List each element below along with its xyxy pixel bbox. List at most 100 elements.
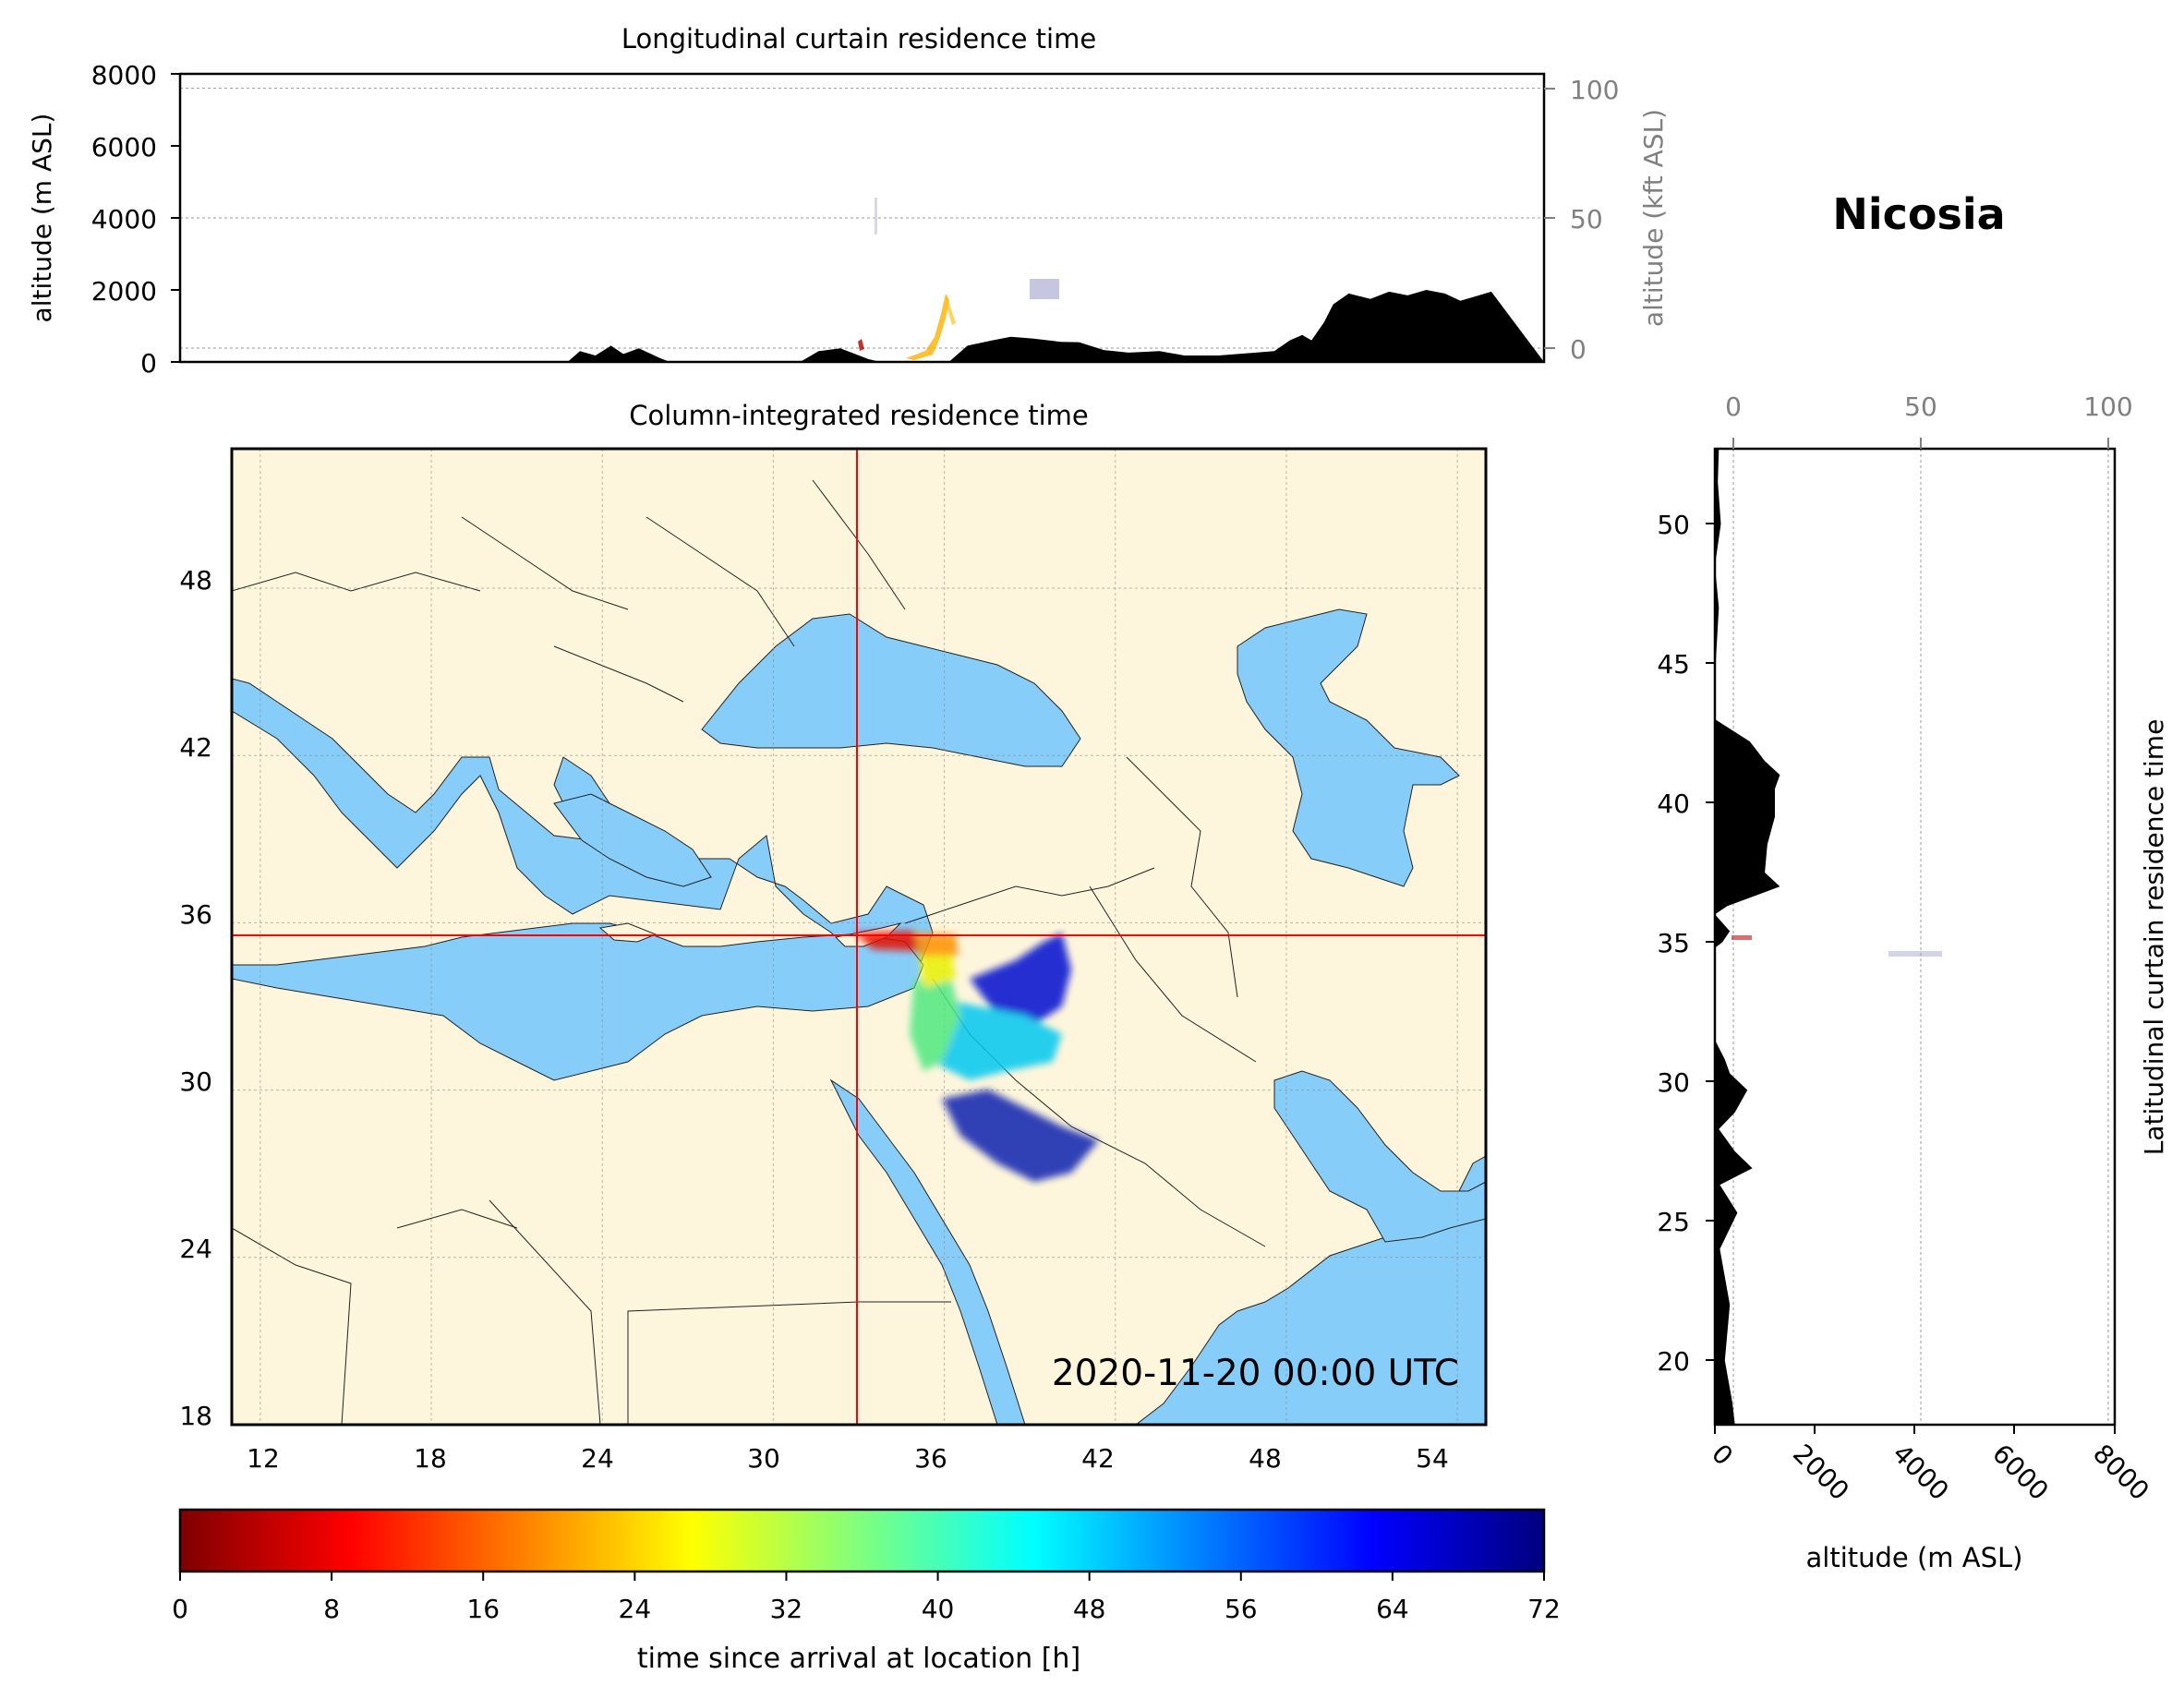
lat-xtick-top-label: 100	[2083, 391, 2132, 422]
map-ytick-label: 36	[179, 899, 212, 930]
colorbar-tick-label: 72	[1527, 1594, 1561, 1624]
map-timestamp: 2020-11-20 00:00 UTC	[1052, 1353, 1459, 1394]
plume-green	[910, 979, 960, 1071]
colorbar-tick-label: 56	[1225, 1594, 1258, 1624]
map-title: Column-integrated residence time	[629, 400, 1089, 431]
longitudinal-curtain-panel: Longitudinal curtain residence time alti…	[27, 23, 1669, 379]
longitudinal-ylabel: altitude (m ASL)	[27, 114, 57, 323]
plume-orange-rise	[906, 294, 949, 360]
plume-orange	[914, 933, 959, 956]
residence-plume	[854, 931, 1099, 1182]
lat-ytick-label: 20	[1657, 1346, 1690, 1377]
longitudinal-residence-plume	[858, 198, 1059, 360]
latitudinal-terrain-profile	[1715, 449, 1780, 1425]
border-line	[1089, 885, 1257, 1063]
longitudinal-yticks-right: 0 50 100	[1544, 75, 1619, 365]
lat-ytick-label: 50	[1657, 510, 1690, 540]
lat-xtick-top-label: 50	[1904, 391, 1937, 422]
map-ytick-label: 30	[179, 1066, 212, 1097]
lat-xtick-label: 8000	[2087, 1439, 2155, 1507]
map-xtick-label: 48	[1249, 1443, 1282, 1474]
longitudinal-yticks-left: 0 2000 4000 6000 8000	[91, 60, 180, 379]
lat-xtick-label: 0	[1706, 1439, 1739, 1472]
colorbar-tick-label: 16	[466, 1594, 500, 1624]
lat-ytick-label: 30	[1657, 1067, 1690, 1098]
lon-ytick-label: 8000	[91, 60, 157, 90]
longitudinal-ylabel-right: altitude (kft ASL)	[1638, 109, 1669, 327]
colorbar-tick-label: 24	[619, 1594, 652, 1624]
map-xtick-label: 36	[914, 1443, 947, 1474]
plume-yellow	[919, 946, 956, 988]
persian-gulf	[1273, 1070, 1486, 1243]
border-line	[627, 1301, 951, 1425]
latitudinal-curtain-panel: Latitudinal curtain residence time altit…	[1657, 391, 2169, 1573]
location-title: Nicosia	[1832, 189, 2005, 239]
colorbar-tick-label: 48	[1073, 1594, 1106, 1624]
map-xtick-label: 12	[247, 1443, 280, 1474]
border-line	[396, 1209, 518, 1229]
map-canvas: 2020-11-20 00:00 UTC	[232, 449, 1486, 1425]
colorbar-label: time since arrival at location [h]	[637, 1643, 1080, 1675]
caspian-sea	[1237, 608, 1460, 887]
plume-blue-north	[970, 933, 1071, 1025]
map-xtick-label: 30	[747, 1443, 780, 1474]
border-line	[232, 572, 481, 592]
lat-ytick-label: 35	[1657, 928, 1690, 958]
longitudinal-curtain-title: Longitudinal curtain residence time	[621, 23, 1096, 54]
lon-ytick-label: 0	[140, 348, 157, 379]
colorbar-tick-label: 40	[922, 1594, 955, 1624]
map-xticks: 12 18 24 30 36 42 48 54	[247, 1443, 1449, 1474]
border-line	[553, 645, 684, 703]
map-xtick-label: 54	[1416, 1443, 1449, 1474]
lat-ytick-label: 40	[1657, 789, 1690, 819]
red-sea	[829, 1078, 1026, 1425]
aegean-sea	[553, 793, 712, 887]
plume-faint-mark	[875, 198, 877, 235]
latitudinal-xticks-bottom: 0 2000 4000 6000 8000	[1706, 1425, 2155, 1506]
lat-xtick-label: 2000	[1787, 1439, 1855, 1507]
column-integrated-map-panel: Column-integrated residence time	[179, 400, 1488, 1474]
colorbar-ticks: 0 8 16 24 32 40 48 56 64 72	[172, 1572, 1561, 1624]
colorbar-tick-label: 0	[172, 1594, 188, 1624]
latitudinal-ylabel: Latitudinal curtain residence time	[2139, 719, 2169, 1156]
colorbar-tick-label: 64	[1376, 1594, 1409, 1624]
border-line	[646, 516, 795, 647]
plume-blue-faint	[1888, 951, 1942, 957]
lon-ytick-right-label: 100	[1570, 75, 1619, 105]
lat-xtick-top-label: 0	[1725, 391, 1742, 422]
plume-red-low	[1732, 935, 1752, 940]
border-line	[489, 1199, 601, 1425]
latitudinal-residence-plume	[1732, 935, 1942, 957]
colorbar	[178, 1508, 1546, 1573]
black-sea	[701, 613, 1081, 767]
crete-island	[598, 922, 658, 943]
lat-xtick-label: 6000	[1986, 1439, 2055, 1507]
map-xtick-label: 42	[1081, 1443, 1115, 1474]
map-frame	[230, 447, 1488, 1427]
lon-ytick-label: 2000	[91, 276, 157, 307]
plume-blue-upper	[1030, 279, 1059, 299]
plume-orange-top	[946, 294, 956, 325]
border-line	[904, 867, 1155, 924]
lat-xtick-label: 4000	[1887, 1439, 1955, 1507]
border-line	[812, 479, 906, 610]
lat-ytick-label: 45	[1657, 649, 1690, 680]
colorbar-panel: 0 8 16 24 32 40 48 56 64 72 time since arrival at…	[172, 1508, 1561, 1675]
map-yticks: 18 24 30 36 42 48	[179, 565, 212, 1431]
colorbar-tick-label: 8	[323, 1594, 340, 1624]
colorbar-tick-label: 32	[770, 1594, 803, 1624]
map-xtick-label: 18	[414, 1443, 447, 1474]
latitudinal-curtain-background	[1715, 449, 2115, 1425]
latitudinal-xlabel: altitude (m ASL)	[1806, 1542, 2023, 1573]
lon-ytick-right-label: 50	[1570, 204, 1603, 235]
lon-ytick-right-label: 0	[1570, 334, 1587, 365]
map-xtick-label: 24	[581, 1443, 614, 1474]
lon-ytick-label: 6000	[91, 132, 157, 163]
border-line	[1126, 756, 1238, 998]
lat-ytick-label: 25	[1657, 1207, 1690, 1237]
map-ytick-label: 48	[179, 565, 212, 596]
latitudinal-xticks-top: 0 50 100	[1725, 391, 2133, 449]
longitudinal-terrain-profile	[180, 290, 1544, 362]
plume-blue-south	[942, 1090, 1099, 1182]
